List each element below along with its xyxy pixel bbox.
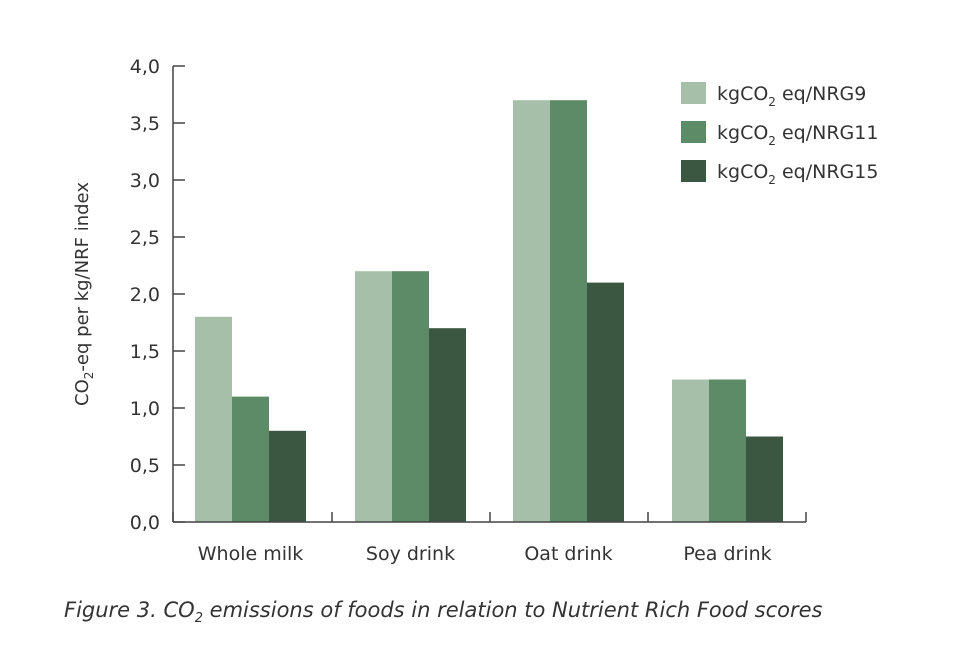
- figure-caption: Figure 3. CO2 emissions of foods in rela…: [64, 598, 944, 626]
- bar-3-pea-drink: [746, 436, 783, 522]
- x-category-label: Whole milk: [198, 543, 304, 565]
- legend-label-2: kgCO2 eq/NRG11: [717, 122, 878, 148]
- legend-label-part: kgCO: [717, 122, 768, 144]
- y-tick-label: 1,0: [130, 398, 160, 420]
- legend-swatch-3: [681, 160, 706, 182]
- legend-label-part: eq/NRG9: [776, 83, 866, 105]
- legend-label-3: kgCO2 eq/NRG15: [717, 161, 878, 187]
- legend-label-subscript: 2: [768, 173, 776, 187]
- x-category-label: Pea drink: [683, 543, 771, 565]
- y-axis-title: CO2-eq per kg/NRF index: [72, 182, 96, 406]
- legend-label-1: kgCO2 eq/NRG9: [717, 83, 866, 109]
- legend-label-part: kgCO: [717, 161, 768, 183]
- bar-2-oat-drink: [550, 100, 587, 522]
- bar-1-pea-drink: [672, 379, 709, 522]
- bar-chart: 0,0 0,5 1,0 1,5 2,0 2,5 3,0 3,5 4,0 Whole milk Soy…: [72, 56, 878, 565]
- bar-3-whole-milk: [269, 430, 306, 522]
- legend-swatch-2: [681, 121, 706, 143]
- y-tick-label: 3,5: [130, 113, 160, 135]
- legend-label-part: eq/NRG11: [776, 122, 879, 144]
- legend-label-subscript: 2: [768, 134, 776, 148]
- bar-1-soy-drink: [355, 271, 392, 522]
- y-tick-label: 2,5: [130, 227, 160, 249]
- bar-1-whole-milk: [195, 316, 232, 522]
- bar-2-soy-drink: [392, 271, 429, 522]
- y-tick-label: 2,0: [130, 284, 160, 306]
- y-axis-title-part: -eq per kg/NRF index: [72, 182, 93, 372]
- bar-2-pea-drink: [709, 379, 746, 522]
- legend-label-subscript: 2: [768, 95, 776, 109]
- y-tick-label: 1,5: [130, 341, 160, 363]
- bar-1-oat-drink: [513, 100, 550, 522]
- caption-subscript: 2: [194, 611, 203, 627]
- x-category-label: Soy drink: [366, 543, 455, 565]
- legend-label-part: kgCO: [717, 83, 768, 105]
- legend-swatch-1: [681, 82, 706, 104]
- bar-3-soy-drink: [429, 328, 466, 522]
- bar-3-oat-drink: [587, 282, 624, 522]
- caption-text-start: Figure 3. CO: [64, 598, 195, 622]
- y-tick-label: 0,0: [130, 512, 160, 534]
- x-category-label: Oat drink: [524, 543, 612, 565]
- y-axis-title-part: CO: [72, 379, 93, 406]
- y-axis-title-subscript: 2: [82, 372, 96, 380]
- legend-label-part: eq/NRG15: [776, 161, 879, 183]
- bar-2-whole-milk: [232, 396, 269, 522]
- caption-text-end: emissions of foods in relation to Nutrie…: [202, 598, 823, 622]
- y-tick-label: 0,5: [130, 455, 160, 477]
- y-tick-label: 4,0: [130, 56, 160, 78]
- y-tick-label: 3,0: [130, 170, 160, 192]
